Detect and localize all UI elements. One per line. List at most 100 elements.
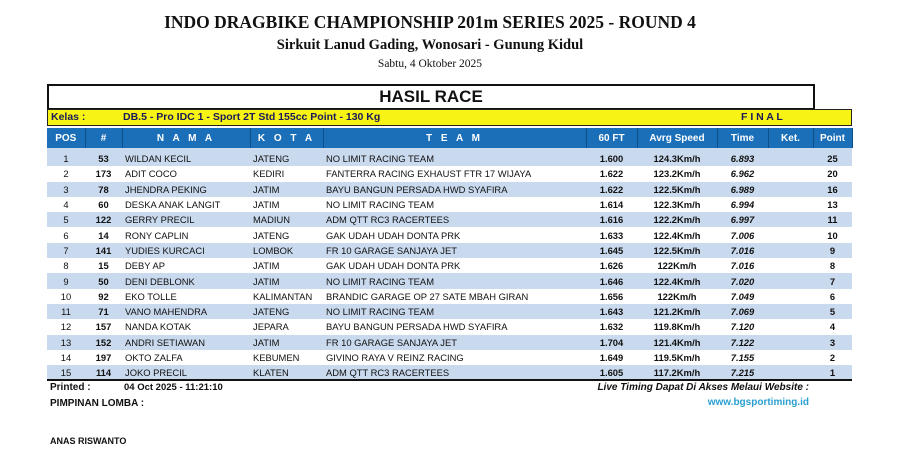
cell-pos: 1 [63,153,69,165]
cell-pos: 13 [60,336,72,348]
cell-note [768,227,813,242]
cell-pos: 2 [63,168,69,180]
cell-note [768,197,813,212]
cell-name: JHENDRA PEKING [125,183,207,195]
cell-time: 6.994 [730,199,755,211]
cell-avg-speed: 122Km/h [657,260,697,272]
cell-city: JATENG [253,153,290,165]
table-row: 10 92 EKO TOLLE KALIMANTAN BRANDIC GARAGE OP… [47,289,852,304]
cell-avg-speed: 119.5Km/h [653,352,701,363]
cell-time: 6.893 [730,153,755,165]
cell-note [768,166,813,181]
cell-number: 152 [95,336,112,348]
cell-name: DENI DEBLONK [125,275,195,287]
cell-sixty-ft: 1.632 [599,321,624,333]
event-title: INDO DRAGBIKE CHAMPIONSHIP 201m SERIES 2… [164,12,696,32]
cell-avg-speed: 117.2Km/h [653,367,701,379]
cell-sixty-ft: 1.633 [599,229,624,241]
cell-avg-speed: 119.8Km/h [653,321,701,333]
cell-name: EKO TOLLE [125,290,177,302]
cell-city: MADIUN [253,214,290,226]
table-row: 1 53 WILDAN KECIL JATENG NO LIMIT RACING TEA… [47,148,852,167]
cell-number: 114 [95,367,112,379]
cell-point: 7 [829,275,836,287]
cell-name: DESKA ANAK LANGIT [125,199,221,211]
class-bar: Kelas : DB.5 - Pro IDC 1 - Sport 2T Std … [47,109,852,126]
website-link[interactable]: www.bgsportiming.id [707,397,809,408]
cell-number: 71 [98,306,109,318]
cell-pos: 5 [63,214,69,226]
table-row: 14 197 OKTO ZALFA KEBUMEN GIVINO RAYA V REIN… [47,350,852,365]
cell-avg-speed: 122.3Km/h [653,199,701,211]
cell-sixty-ft: 1.614 [599,199,624,211]
cell-pos: 6 [63,229,69,241]
cell-number: 53 [98,153,109,165]
table-row: 11 71 VANO MAHENDRA JATENG NO LIMIT RACING T… [47,303,852,320]
cell-name: ADIT COCO [125,168,177,180]
cell-note [768,258,813,273]
cell-team: NO LIMIT RACING TEAM [326,306,434,318]
table-row: 7 141 YUDIES KURCACI LOMBOK FR 10 GARAGE SAN… [47,242,852,259]
table-row: 15 114 JOKO PRECIL KLATEN ADM QTT RC3 RACERT… [47,365,852,381]
cell-number: 14 [98,229,109,241]
cell-time: 7.215 [730,367,755,379]
cell-sixty-ft: 1.616 [599,214,624,226]
column-header-team: T E A M [323,128,587,148]
cell-name: WILDAN KECIL [125,153,192,165]
cell-time: 7.006 [730,229,755,241]
cell-point: 16 [827,183,838,195]
cell-team: FR 10 GARAGE SANJAYA JET [326,336,457,348]
class-value: DB.5 - Pro IDC 1 - Sport 2T Std 155cc Po… [123,111,381,123]
race-director-name: ANAS RISWANTO [50,436,127,446]
cell-avg-speed: 122Km/h [657,290,697,302]
cell-name: ANDRI SETIAWAN [125,336,206,348]
cell-name: GERRY PRECIL [125,214,195,226]
cell-note [768,335,813,350]
cell-note [768,350,813,365]
cell-team: NO LIMIT RACING TEAM [326,153,434,165]
column-header-time: Time [717,128,769,148]
table-bottom-border [47,379,852,381]
table-row: 2 173 ADIT COCO KEDIRI FANTERRA RACING EXHAU… [47,166,852,181]
cell-point: 9 [829,244,836,256]
cell-name: NANDA KOTAK [125,321,191,333]
printed-value: 04 Oct 2025 - 11:21:10 [124,382,223,393]
cell-number: 197 [95,352,112,363]
cell-sixty-ft: 1.656 [599,290,624,302]
cell-sixty-ft: 1.643 [599,306,624,318]
cell-avg-speed: 122.2Km/h [653,214,701,226]
cell-point: 10 [827,229,838,241]
cell-team: GIVINO RAYA V REINZ RACING [326,352,464,363]
results-banner: HASIL RACE [47,84,815,110]
cell-time: 7.016 [730,244,755,256]
cell-city: KEDIRI [253,168,285,180]
cell-sixty-ft: 1.704 [599,336,624,348]
cell-pos: 10 [60,290,72,302]
cell-avg-speed: 122.4Km/h [653,229,701,241]
cell-time: 7.155 [730,352,755,363]
table-row: 3 78 JHENDRA PEKING JATIM BAYU BANGUN PERSAD… [47,181,852,197]
cell-avg-speed: 121.4Km/h [653,336,701,348]
cell-point: 8 [829,260,836,272]
column-header-sixty-ft: 60 FT [586,128,638,148]
cell-point: 1 [829,367,836,379]
column-header-avg-speed: Avrg Speed [637,128,718,148]
cell-sixty-ft: 1.622 [599,183,624,195]
cell-point: 25 [827,153,838,165]
cell-name: YUDIES KURCACI [125,244,205,256]
cell-note [768,319,813,334]
cell-point: 2 [829,352,836,363]
cell-city: JATENG [253,306,290,318]
cell-point: 20 [827,168,838,180]
cell-pos: 8 [63,260,69,272]
cell-city: KALIMANTAN [253,290,313,302]
cell-sixty-ft: 1.646 [599,275,624,287]
cell-sixty-ft: 1.649 [599,352,624,363]
cell-pos: 7 [63,244,69,256]
cell-city: JATENG [253,229,290,241]
column-header-pos: POS [47,128,86,148]
cell-team: NO LIMIT RACING TEAM [326,275,434,287]
cell-number: 122 [95,214,112,226]
cell-note [768,289,813,304]
cell-time: 6.989 [730,183,755,195]
